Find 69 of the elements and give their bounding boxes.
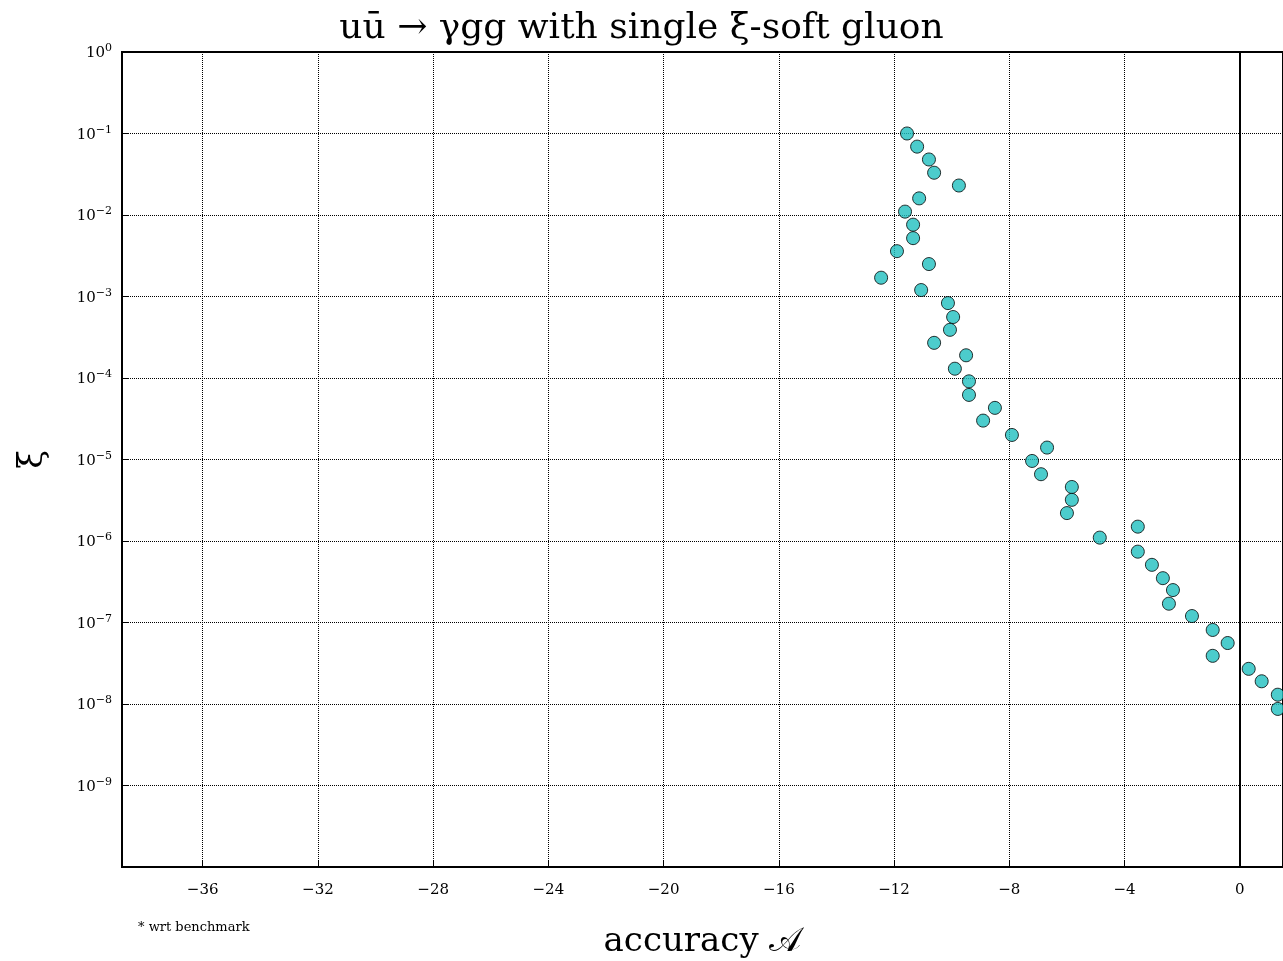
point [906,217,921,232]
y-tick-label: 10$^{−9}$ [76,774,112,795]
x-axis-title: accuracy 𝒜 [603,919,806,959]
x-tick-label: −32 [302,879,334,898]
x-tick-label: −20 [647,879,680,898]
y-tick-label: 10$^{−4}$ [76,366,112,387]
point [947,361,962,376]
point [1040,440,1055,455]
point [927,335,942,350]
point [1064,492,1079,507]
y-tick-label: 10$^{−3}$ [76,285,112,306]
point [1144,557,1159,572]
point [1130,519,1145,534]
point [959,348,974,363]
point [921,257,936,272]
point [1254,674,1269,689]
y-tick-label: 10$^{−8}$ [76,692,112,713]
y-tick-label: 10$^{−7}$ [76,611,112,632]
y-tick-label: 10$^{−5}$ [76,448,112,469]
x-tick-label: −12 [878,879,910,898]
point [921,152,936,167]
point [940,296,955,311]
y-axis-title: ξ [10,450,50,469]
point [1092,530,1107,545]
point [987,400,1002,415]
point [1155,571,1170,586]
x-tick-label: −4 [1113,879,1136,898]
point [906,231,921,246]
point [1184,609,1199,624]
point [1161,596,1176,611]
x-tick-label: −28 [417,879,449,898]
point [946,310,961,325]
point [1064,479,1079,494]
point [1059,506,1074,521]
point [976,413,991,428]
text: * wrt benchmark [138,919,250,934]
chart-title: uū → γgg with single ξ-soft gluon [339,4,944,46]
point [914,283,929,298]
point [1205,622,1220,637]
point [1165,583,1180,598]
point [962,374,976,389]
point [951,178,966,193]
y-tick-label: 10$^{−6}$ [76,529,112,550]
point [1130,544,1145,559]
x-tick-label: −8 [998,879,1021,898]
point [1270,687,1283,702]
point [900,126,915,141]
point [912,191,927,206]
point [1270,701,1283,716]
x-tick-label: −16 [763,879,795,898]
point [898,204,913,219]
x-tick-label: −36 [186,879,219,898]
y-tick-label: 10$^{−2}$ [76,203,112,224]
point [1220,636,1235,651]
x-tick-label: 0 [1235,879,1245,898]
point [1205,648,1220,663]
point [1241,661,1256,676]
point [1034,467,1049,482]
point [962,387,976,402]
y-tick-label: 10$^{−1}$ [76,122,112,143]
point [910,139,925,154]
y-tick-label: 10$^{0}$ [85,40,112,61]
point [927,165,942,180]
x-tick-label: −24 [532,879,565,898]
point [942,322,957,337]
point [1004,427,1019,442]
point [1025,453,1040,468]
point [874,270,889,285]
point [889,244,904,259]
